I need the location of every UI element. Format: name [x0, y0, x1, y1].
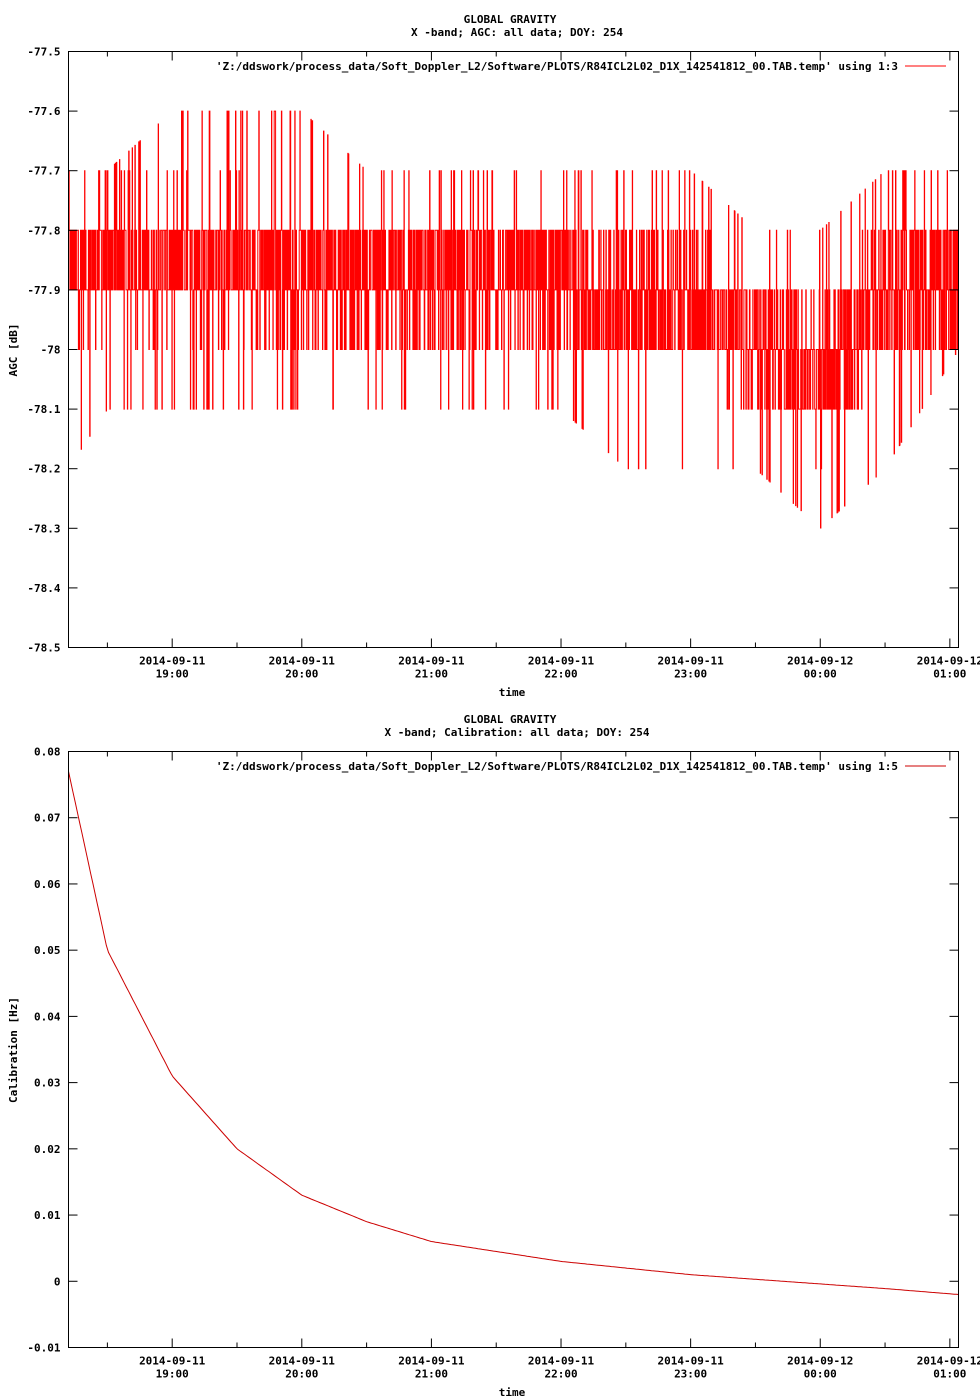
calibration-ytick-label: 0	[54, 1275, 61, 1288]
calibration-ytick-label: 0.05	[34, 944, 61, 957]
agc-xtick-time-label: 01:00	[933, 668, 966, 681]
agc-xtick-date-label: 2014-09-12	[917, 655, 980, 668]
agc-ytick-label: -77.9	[27, 284, 60, 297]
agc-x-axis-label: time	[499, 686, 526, 699]
calibration-xtick-date-label: 2014-09-11	[269, 1355, 336, 1368]
agc-ytick-label: -78.1	[27, 403, 60, 416]
calibration-ytick-label: 0.02	[34, 1143, 61, 1156]
calibration-chart-title: GLOBAL GRAVITY	[464, 713, 557, 726]
calibration-xtick-date-label: 2014-09-11	[139, 1355, 206, 1368]
calibration-ytick-label: 0.06	[34, 878, 61, 891]
agc-xtick-date-label: 2014-09-11	[398, 655, 465, 668]
calibration-chart: GLOBAL GRAVITY X -band; Calibration: all…	[7, 713, 980, 1399]
agc-xtick-date-label: 2014-09-11	[139, 655, 206, 668]
agc-xtick-date-label: 2014-09-11	[658, 655, 725, 668]
calibration-series-line	[68, 771, 959, 1295]
agc-chart-title: GLOBAL GRAVITY	[464, 13, 557, 26]
calibration-xtick-date-label: 2014-09-11	[398, 1355, 465, 1368]
agc-xtick-time-label: 22:00	[544, 668, 577, 681]
calibration-xtick-date-label: 2014-09-12	[917, 1355, 980, 1368]
calibration-xtick-time-label: 22:00	[544, 1368, 577, 1381]
agc-ytick-label: -77.6	[27, 105, 60, 118]
calibration-xtick-time-label: 21:00	[415, 1368, 448, 1381]
agc-ytick-label: -78.5	[27, 642, 60, 655]
agc-y-axis-label: AGC [dB]	[7, 324, 20, 377]
agc-ytick-label: -77.5	[27, 46, 60, 59]
calibration-plot-frame	[68, 751, 959, 1348]
calibration-xtick-time-label: 19:00	[156, 1368, 189, 1381]
agc-ytick-label: -77.8	[27, 224, 60, 237]
calibration-ytick-label: 0.01	[34, 1209, 61, 1222]
agc-x-axis: 2014-09-1119:002014-09-1120:002014-09-11…	[106, 51, 980, 681]
calibration-legend-label: 'Z:/ddswork/process_data/Soft_Doppler_L2…	[216, 760, 898, 773]
agc-y-axis: -78.5 -78.4 -78.3 -78.2 -78.1 -78 -77.9 -77.8 -7…	[27, 46, 959, 655]
agc-xtick-date-label: 2014-09-11	[269, 655, 336, 668]
agc-ytick-label: -78.2	[27, 463, 60, 476]
agc-series-line	[68, 110, 959, 529]
calibration-xtick-time-label: 23:00	[674, 1368, 707, 1381]
agc-chart-subtitle: X -band; AGC: all data; DOY: 254	[411, 26, 623, 39]
agc-ytick-label: -78.4	[27, 582, 60, 595]
calibration-ytick-label: 0.04	[34, 1010, 61, 1023]
agc-plot-data	[68, 110, 959, 529]
calibration-plot-data	[68, 771, 959, 1295]
agc-xtick-time-label: 21:00	[415, 668, 448, 681]
calibration-x-axis: 2014-09-1119:002014-09-1120:002014-09-11…	[106, 751, 980, 1381]
calibration-ytick-label: -0.01	[27, 1342, 60, 1355]
agc-legend-label: 'Z:/ddswork/process_data/Soft_Doppler_L2…	[216, 60, 898, 73]
agc-xtick-time-label: 19:00	[156, 668, 189, 681]
agc-xtick-date-label: 2014-09-11	[528, 655, 595, 668]
agc-chart: GLOBAL GRAVITY X -band; AGC: all data; D…	[7, 13, 980, 699]
calibration-y-axis-label: Calibration [Hz]	[7, 997, 20, 1103]
agc-ytick-label: -78.3	[27, 522, 60, 535]
agc-xtick-date-label: 2014-09-12	[787, 655, 853, 668]
calibration-xtick-date-label: 2014-09-12	[787, 1355, 853, 1368]
calibration-xtick-time-label: 00:00	[804, 1368, 837, 1381]
calibration-ytick-label: 0.08	[34, 746, 61, 759]
calibration-ytick-label: 0.07	[34, 812, 61, 825]
agc-xtick-time-label: 00:00	[804, 668, 837, 681]
calibration-xtick-date-label: 2014-09-11	[658, 1355, 725, 1368]
agc-ytick-label: -77.7	[27, 165, 60, 178]
calibration-xtick-time-label: 01:00	[933, 1368, 966, 1381]
agc-xtick-time-label: 23:00	[674, 668, 707, 681]
calibration-chart-subtitle: X -band; Calibration: all data; DOY: 254	[385, 726, 650, 739]
agc-xtick-time-label: 20:00	[285, 668, 318, 681]
calibration-y-axis: -0.01 0 0.01 0.02 0.03 0.04 0.05 0.06 0.07 0.08	[27, 746, 959, 1355]
calibration-xtick-time-label: 20:00	[285, 1368, 318, 1381]
agc-ytick-label: -78	[41, 344, 61, 357]
calibration-xtick-date-label: 2014-09-11	[528, 1355, 595, 1368]
calibration-ytick-label: 0.03	[34, 1077, 61, 1090]
calibration-x-axis-label: time	[499, 1386, 526, 1399]
